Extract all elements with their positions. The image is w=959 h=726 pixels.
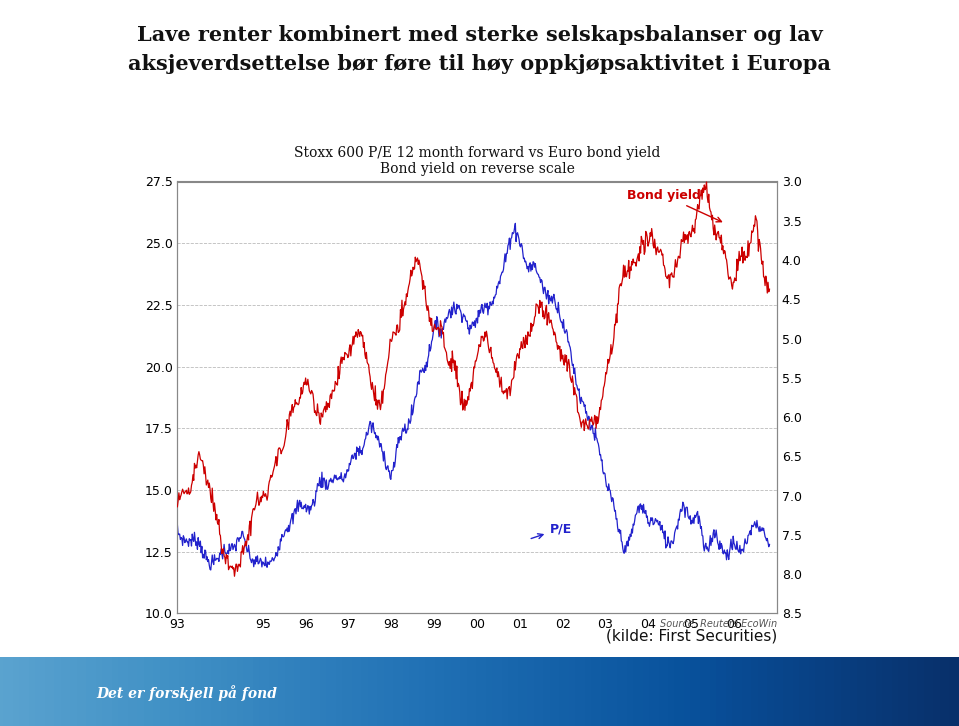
Text: Lave renter kombinert med sterke selskapsbalanser og lav: Lave renter kombinert med sterke selskap… — [136, 25, 823, 46]
Text: Source: Reuters EcoWin: Source: Reuters EcoWin — [660, 619, 777, 629]
Text: Det er forskjell på fond: Det er forskjell på fond — [96, 685, 277, 701]
Text: (kilde: First Securities): (kilde: First Securities) — [605, 629, 777, 644]
Text: P/E: P/E — [531, 522, 573, 539]
Text: Bond yield: Bond yield — [627, 189, 721, 222]
Title: Stoxx 600 P/E 12 month forward vs Euro bond yield
Bond yield on reverse scale: Stoxx 600 P/E 12 month forward vs Euro b… — [293, 146, 661, 176]
Text: aksjeverdsettelse bør føre til høy oppkjøpsaktivitet i Europa: aksjeverdsettelse bør føre til høy oppkj… — [129, 54, 830, 75]
